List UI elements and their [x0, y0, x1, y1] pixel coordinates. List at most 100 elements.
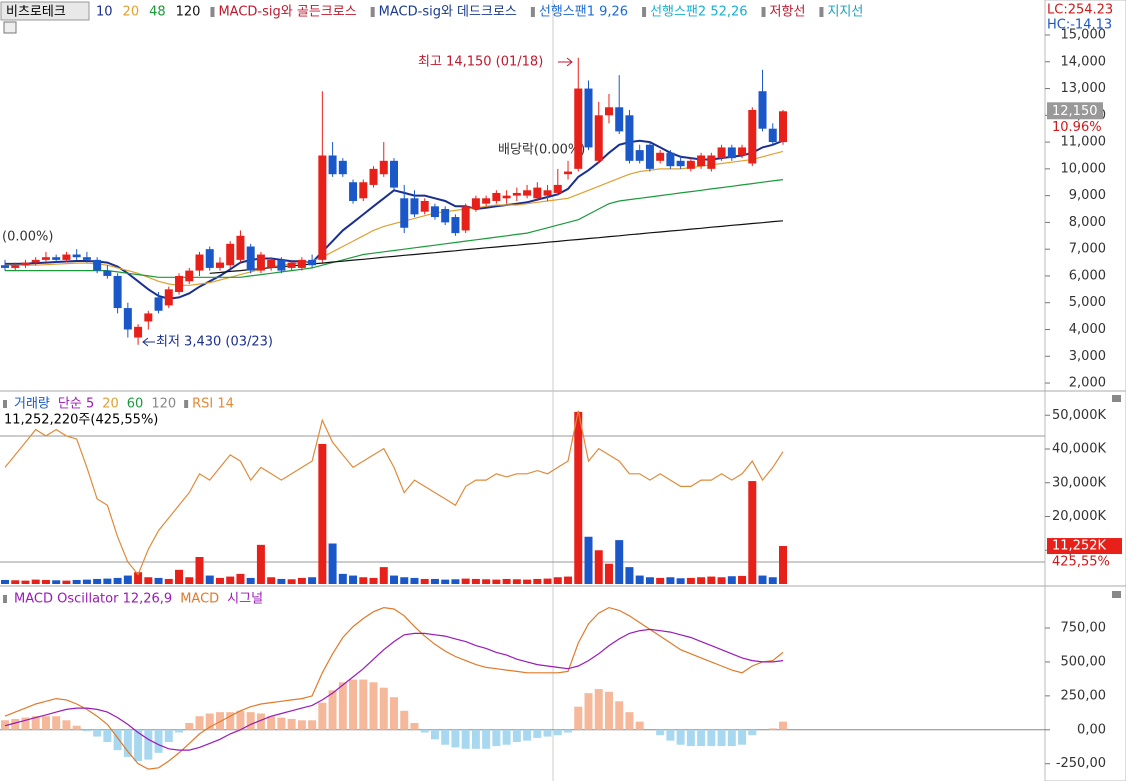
candle-body	[727, 147, 736, 159]
candle-body	[564, 171, 573, 175]
legend-swatch	[642, 7, 647, 17]
candle-body	[420, 200, 429, 212]
bar	[543, 729, 552, 737]
bar	[533, 729, 542, 738]
bar	[185, 723, 194, 730]
stock-name[interactable]: 비츠로테크	[6, 5, 66, 20]
bar	[564, 729, 573, 733]
candle-body	[594, 115, 603, 161]
bar	[154, 729, 163, 753]
bar	[400, 710, 409, 730]
y-tick-label: 11,000	[1061, 135, 1107, 150]
bar	[420, 729, 429, 733]
bar	[72, 725, 81, 730]
bar	[164, 729, 173, 742]
bar	[512, 579, 521, 584]
y-tick-label: -250,00	[1056, 756, 1106, 771]
bar	[359, 679, 368, 730]
bar	[369, 577, 378, 584]
bar	[31, 716, 40, 730]
bar	[123, 729, 132, 757]
bar	[471, 578, 480, 584]
candle-body	[318, 155, 327, 260]
bar	[727, 576, 736, 584]
legend-item: 20	[123, 5, 140, 20]
bar	[297, 577, 306, 584]
bar	[502, 729, 511, 745]
legend-item: MACD	[180, 592, 219, 607]
candle-body	[72, 254, 81, 258]
bar	[226, 712, 235, 730]
bar	[707, 729, 716, 747]
stock-button[interactable]	[0, 1, 90, 21]
bar	[738, 575, 747, 584]
bar	[390, 575, 398, 584]
candle-body	[21, 262, 30, 266]
bar	[656, 729, 665, 736]
y-tick-label: 13,000	[1061, 81, 1107, 96]
candle-body	[400, 198, 409, 228]
candle-body	[103, 270, 112, 276]
change-label: 10.96%	[1052, 120, 1102, 135]
bar	[134, 729, 143, 761]
y-tick-label: 8,000	[1069, 215, 1106, 230]
bar	[635, 575, 644, 584]
legend-item: 10	[96, 5, 113, 20]
bar	[41, 579, 50, 584]
bar	[41, 716, 50, 730]
y-tick-label: 9,000	[1069, 188, 1106, 203]
bar	[604, 691, 613, 730]
bar	[748, 729, 757, 736]
bar	[195, 557, 204, 584]
legend-item: 단순 5	[58, 397, 94, 412]
bar	[574, 706, 583, 730]
candle-body	[615, 107, 624, 132]
candle-body	[666, 152, 675, 167]
bar	[308, 720, 317, 730]
bar	[134, 572, 143, 584]
bar	[461, 729, 470, 749]
bar	[123, 575, 132, 584]
legend-item: 20	[102, 397, 119, 412]
bar	[256, 713, 265, 730]
candle-body	[236, 235, 245, 260]
bar	[635, 721, 644, 730]
bar	[277, 578, 286, 584]
bar	[113, 729, 122, 751]
bar	[93, 729, 102, 737]
bar	[523, 729, 532, 741]
bar	[502, 578, 511, 584]
bar	[482, 729, 491, 749]
bar	[11, 718, 20, 730]
y-tick-label: 750,00	[1061, 621, 1107, 636]
candle-body	[533, 187, 542, 199]
candle-body	[758, 91, 767, 129]
y-tick-label: 20,000K	[1052, 509, 1106, 524]
bar	[369, 682, 378, 730]
pane-menu[interactable]	[1112, 395, 1121, 402]
bar	[512, 729, 521, 742]
bar	[748, 481, 757, 584]
bar	[676, 729, 685, 745]
bar	[338, 573, 347, 584]
bar	[236, 573, 245, 584]
candle-body	[369, 168, 378, 185]
bar	[430, 578, 439, 584]
bar	[594, 550, 603, 584]
candle-body	[574, 88, 583, 169]
y-tick-label: 3,000	[1069, 349, 1106, 364]
bar	[82, 579, 91, 584]
bar	[390, 697, 398, 730]
bar	[768, 577, 777, 584]
bar	[451, 579, 460, 584]
high-annotation: 최고 14,150 (01/18)	[418, 55, 543, 70]
bar	[185, 577, 194, 584]
bar	[574, 411, 583, 584]
pane-menu[interactable]	[1112, 591, 1121, 598]
bar	[564, 576, 573, 584]
bar	[328, 543, 337, 584]
legend-item: MACD-sig와 데드크로스	[379, 5, 517, 20]
hc-label: HC:-14.13	[1047, 18, 1112, 33]
bar	[604, 563, 613, 584]
grid-icon[interactable]	[3, 21, 17, 34]
